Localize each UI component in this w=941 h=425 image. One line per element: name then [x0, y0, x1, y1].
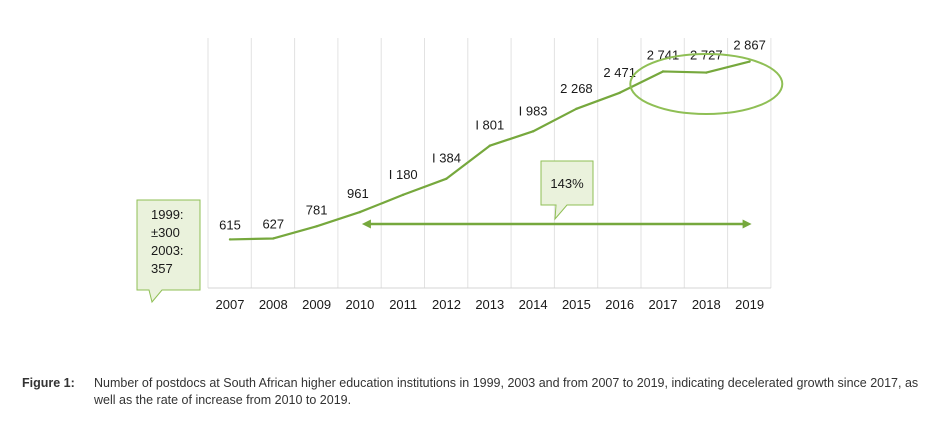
x-tick-label: 2011	[389, 297, 417, 312]
data-label: 2 268	[560, 81, 593, 96]
data-point	[531, 130, 535, 133]
early-callout-box	[136, 199, 201, 304]
data-label: 781	[306, 202, 328, 217]
x-tick-label: 2008	[259, 297, 288, 312]
caption-text: Number of postdocs at South African high…	[94, 376, 919, 407]
early-callout-line: 1999:	[151, 207, 184, 222]
data-label: 961	[347, 186, 369, 201]
data-point	[402, 193, 405, 196]
rate-arrow-head-left	[361, 219, 371, 229]
early-callout-line: 2003:	[151, 243, 184, 258]
data-point	[661, 70, 665, 73]
rate-arrow-head-right	[742, 219, 752, 229]
caption-label: Figure 1:	[22, 376, 75, 390]
data-label: I 983	[519, 103, 548, 118]
data-point	[575, 107, 578, 111]
data-label: I 180	[389, 167, 418, 182]
data-point	[315, 225, 318, 228]
rate-callout-box	[540, 160, 594, 221]
data-point	[272, 237, 275, 240]
x-tick-label: 2010	[345, 297, 374, 312]
x-tick-label: 2013	[475, 297, 504, 312]
data-label: 2 471	[603, 65, 636, 80]
x-tick-label: 2012	[432, 297, 461, 312]
rate-callout-text: 143%	[550, 176, 584, 191]
x-tick-label: 2018	[692, 297, 721, 312]
x-tick-label: 2017	[649, 297, 678, 312]
data-label: 2 867	[733, 38, 766, 53]
data-point	[358, 210, 362, 214]
data-label: I 384	[432, 151, 461, 166]
x-tick-label: 2014	[519, 297, 548, 312]
early-callout-line: ±300	[151, 225, 180, 240]
data-label: 2 741	[647, 47, 680, 62]
x-tick-label: 2007	[216, 297, 245, 312]
highlight-ellipse	[629, 53, 784, 115]
line-chart: 2007 2008 2009 2010 2011 2012 2013 2014 2015 2016…	[136, 38, 784, 312]
data-label: I 801	[475, 118, 504, 133]
data-point	[618, 91, 621, 94]
early-callout-line: 357	[151, 261, 173, 276]
data-point	[228, 238, 232, 241]
data-point	[705, 71, 708, 74]
data-label: 627	[262, 216, 284, 231]
x-tick-label: 2015	[562, 297, 591, 312]
data-label: 615	[219, 217, 241, 232]
data-point	[748, 60, 751, 63]
x-tick-label: 2016	[605, 297, 634, 312]
data-point	[445, 177, 448, 180]
x-tick-label: 2009	[302, 297, 331, 312]
x-tick-label: 2019	[735, 297, 764, 312]
data-point	[488, 144, 491, 147]
